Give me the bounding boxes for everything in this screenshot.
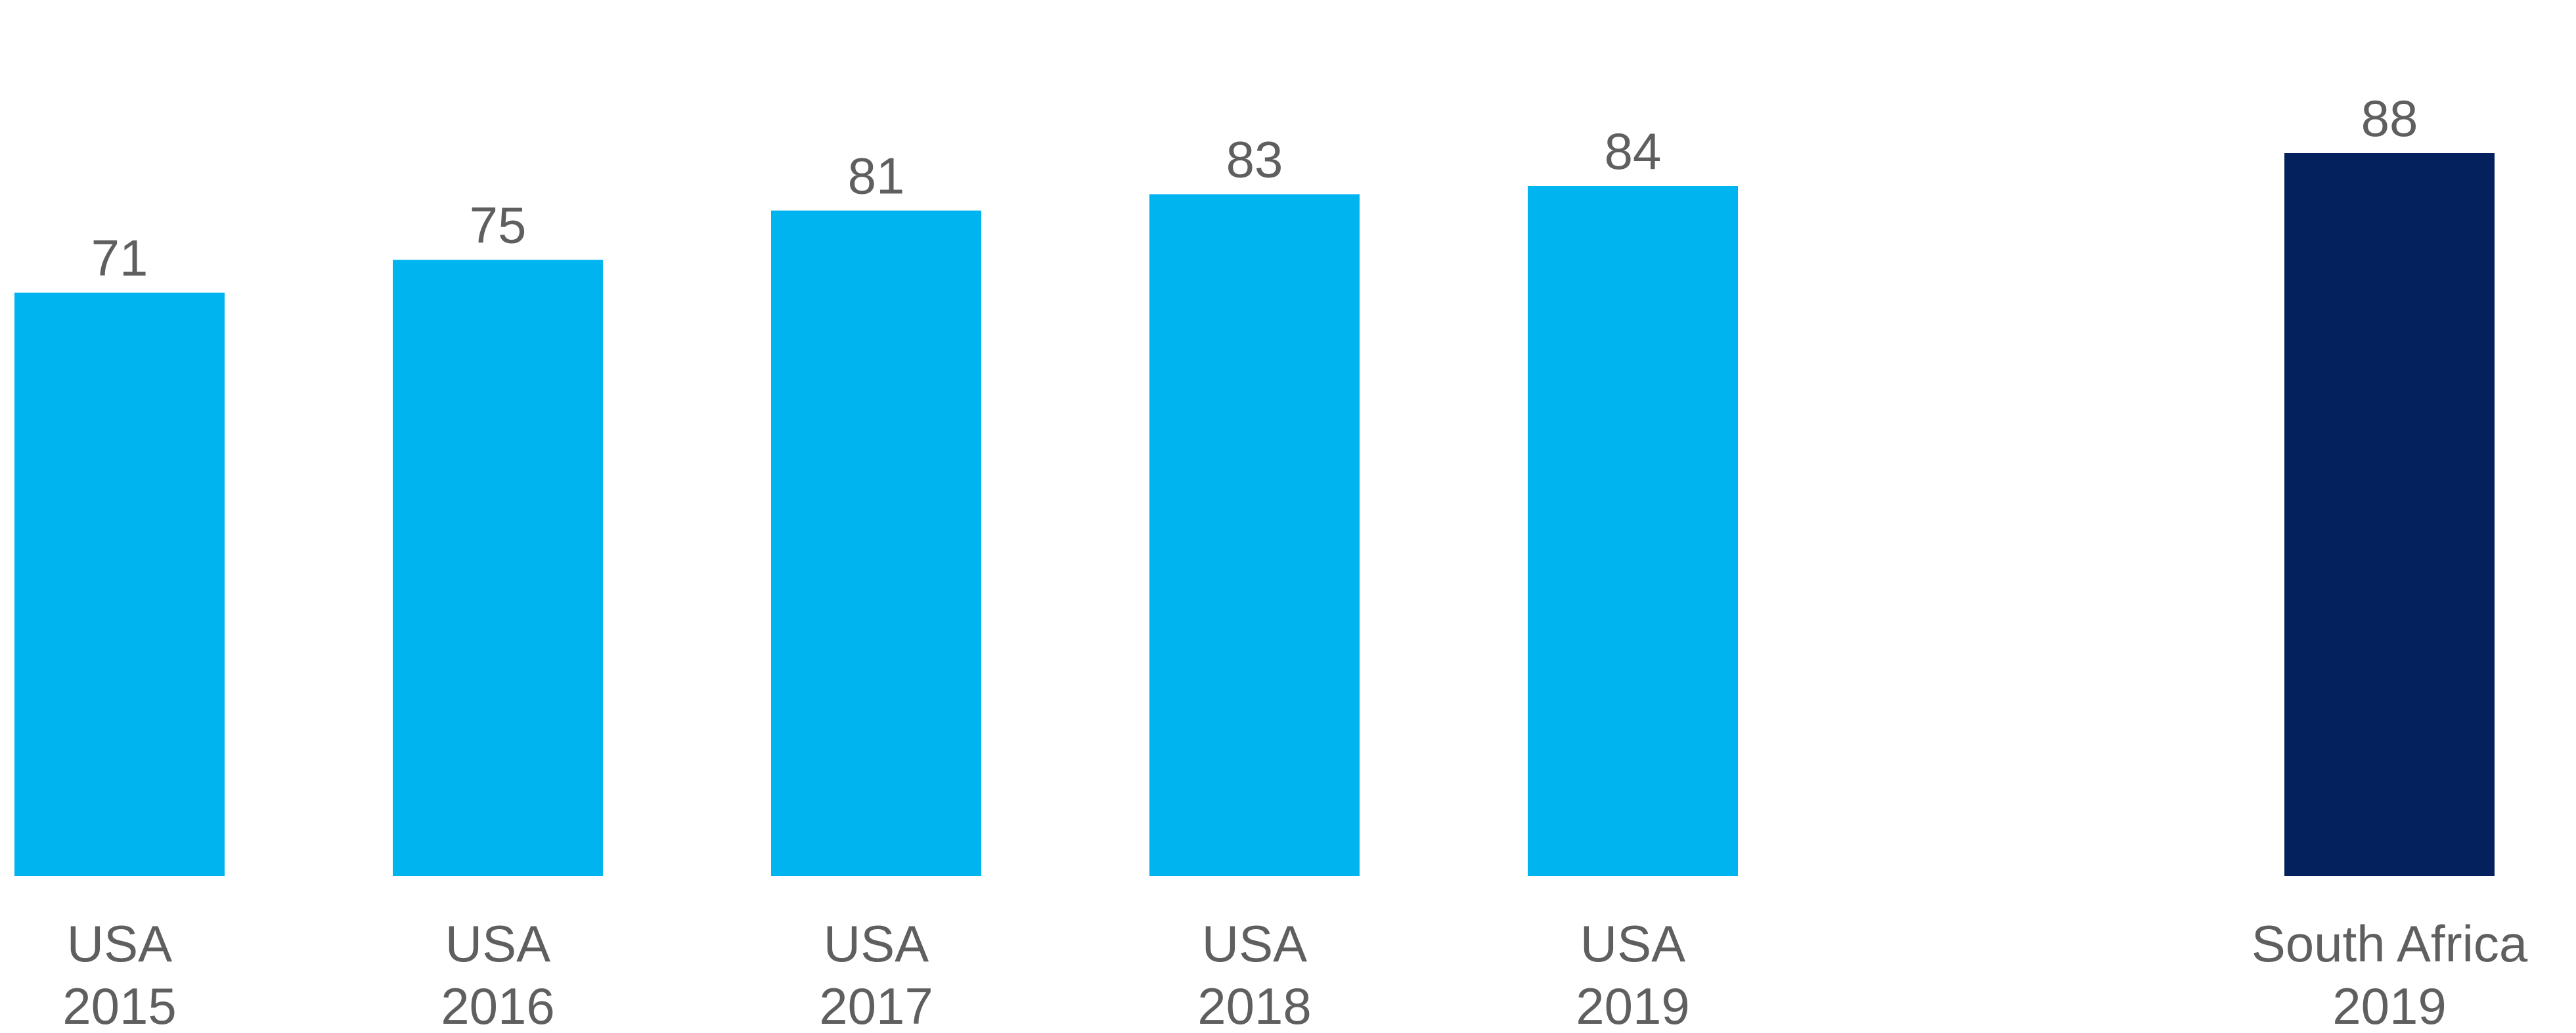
category-label: USA: [1202, 915, 1307, 973]
category-label: 2019: [1576, 977, 1690, 1033]
bar: [1528, 186, 1738, 876]
bar: [393, 260, 603, 876]
value-label: 84: [1605, 122, 1662, 180]
category-label: USA: [445, 915, 550, 973]
category-label: 2018: [1197, 977, 1312, 1033]
category-label: 2017: [819, 977, 933, 1033]
category-labels-group: USA2015USA2016USA2017USA2018USA2019South…: [62, 915, 2528, 1033]
bars-group: [14, 153, 2495, 876]
category-label: USA: [1580, 915, 1685, 973]
category-label: 2019: [2332, 977, 2447, 1033]
category-label: USA: [67, 915, 172, 973]
value-label: 75: [470, 196, 527, 254]
bar: [1149, 194, 1360, 876]
bar: [771, 210, 981, 876]
category-label: USA: [824, 915, 929, 973]
value-label: 83: [1226, 131, 1283, 189]
category-label: South Africa: [2252, 915, 2528, 973]
bar: [14, 292, 225, 876]
bar: [2284, 153, 2495, 876]
value-label: 71: [91, 229, 148, 287]
value-label: 88: [2361, 89, 2418, 147]
value-label: 81: [848, 147, 905, 205]
value-labels-group: 71 75 81 83 84 88: [91, 89, 2418, 287]
category-label: 2016: [441, 977, 555, 1033]
category-label: 2015: [62, 977, 177, 1033]
